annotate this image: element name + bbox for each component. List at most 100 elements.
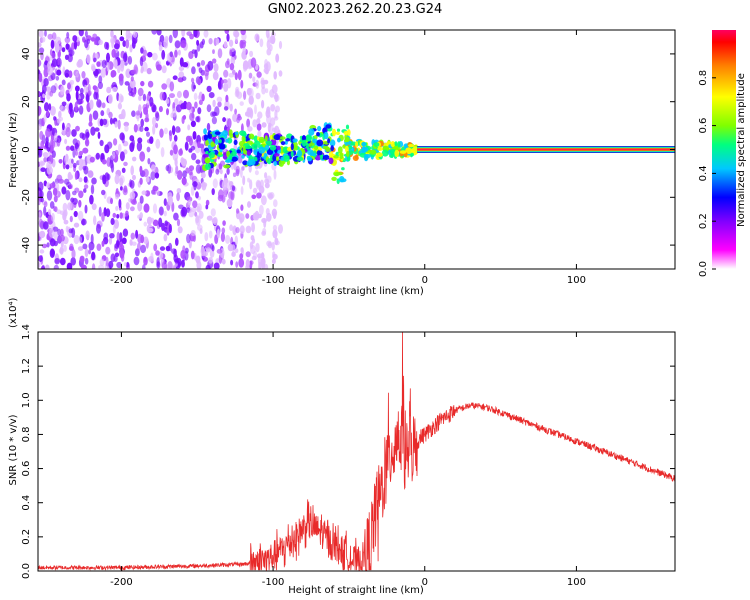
noise-blob xyxy=(140,234,145,244)
noise-blob xyxy=(49,106,56,116)
noise-blob xyxy=(92,110,99,120)
noise-blob xyxy=(91,203,97,211)
noise-blob xyxy=(195,116,200,123)
noise-blob xyxy=(171,107,177,118)
noise-blob xyxy=(167,163,172,174)
noise-blob xyxy=(152,104,157,113)
noise-blob xyxy=(172,30,178,39)
noise-blob xyxy=(142,264,146,269)
noise-blob xyxy=(245,259,250,268)
noise-blob xyxy=(89,194,94,205)
signal-blob xyxy=(369,149,377,155)
noise-blob xyxy=(139,56,144,67)
noise-blob xyxy=(81,264,87,269)
noise-blob xyxy=(220,79,224,85)
signal-blob xyxy=(336,128,341,132)
noise-blob xyxy=(226,33,230,42)
noise-blob xyxy=(71,248,76,259)
noise-blob xyxy=(40,140,45,150)
noise-blob xyxy=(136,141,143,152)
noise-blob xyxy=(97,81,103,90)
signal-blob xyxy=(280,141,286,146)
y-tick-label: 0.2 xyxy=(21,529,32,545)
noise-blob xyxy=(106,86,112,94)
noise-blob xyxy=(245,225,252,234)
signal-blob xyxy=(305,134,313,142)
noise-blob xyxy=(99,139,104,147)
noise-blob xyxy=(164,220,168,227)
noise-blob xyxy=(169,51,173,58)
noise-blob xyxy=(188,209,195,218)
noise-blob xyxy=(249,241,254,250)
noise-blob xyxy=(61,79,66,86)
signal-band xyxy=(202,122,419,185)
noise-blob xyxy=(118,143,122,153)
noise-blob xyxy=(42,152,49,158)
signal-blob xyxy=(325,147,331,152)
noise-blob xyxy=(122,228,129,237)
noise-blob xyxy=(114,59,118,70)
noise-blob xyxy=(171,125,176,136)
noise-blob xyxy=(38,198,41,206)
noise-blob xyxy=(49,182,56,189)
noise-blob xyxy=(139,125,144,132)
noise-blob xyxy=(190,120,196,128)
noise-blob xyxy=(38,69,41,75)
signal-blob xyxy=(364,154,371,159)
noise-blob xyxy=(196,62,201,67)
noise-blob xyxy=(145,176,150,183)
signal-blob xyxy=(248,133,255,140)
noise-blob xyxy=(177,226,183,234)
noise-blob xyxy=(167,195,173,206)
noise-blob xyxy=(46,109,50,117)
noise-blob xyxy=(267,32,271,43)
noise-blob xyxy=(97,131,101,139)
noise-blob xyxy=(94,127,100,132)
noise-blob xyxy=(103,232,109,240)
signal-blob xyxy=(236,149,241,154)
noise-blob xyxy=(159,34,165,43)
noise-blob xyxy=(72,35,78,42)
noise-blob xyxy=(194,49,198,59)
noise-blob xyxy=(226,167,230,175)
noise-blob xyxy=(163,210,167,217)
noise-blob xyxy=(93,215,97,226)
noise-blob xyxy=(78,164,83,171)
signal-blob xyxy=(381,149,389,157)
noise-blob xyxy=(38,59,42,67)
noise-blob xyxy=(191,81,196,92)
noise-blob xyxy=(39,249,45,254)
noise-blob xyxy=(78,236,82,244)
signal-blob xyxy=(301,135,306,141)
signal-blob xyxy=(314,135,318,140)
noise-blob xyxy=(38,30,44,38)
noise-blob xyxy=(209,243,214,250)
noise-blob xyxy=(139,165,143,174)
signal-blob xyxy=(335,131,340,135)
signal-blob xyxy=(327,138,331,144)
noise-blob xyxy=(114,243,120,249)
noise-blob xyxy=(131,138,135,149)
signal-blob xyxy=(273,134,281,141)
noise-blob xyxy=(126,261,130,268)
noise-blob xyxy=(144,117,150,123)
noise-blob xyxy=(220,232,225,243)
noise-blob xyxy=(181,76,187,81)
signal-blob xyxy=(222,130,228,137)
noise-blob xyxy=(64,155,69,165)
noise-blob xyxy=(271,258,276,264)
noise-blob xyxy=(146,131,150,137)
signal-blob xyxy=(296,156,304,161)
signal-blob xyxy=(334,171,340,177)
signal-blob xyxy=(292,138,298,143)
noise-blob xyxy=(232,172,237,178)
signal-blob xyxy=(203,134,208,141)
noise-blob xyxy=(216,228,220,239)
noise-blob xyxy=(41,264,45,269)
noise-blob xyxy=(235,261,239,268)
signal-blob xyxy=(258,146,266,154)
noise-blob xyxy=(118,93,123,104)
noise-blob xyxy=(45,128,51,138)
noise-blob xyxy=(180,157,185,165)
colorbar-gradient xyxy=(712,30,736,269)
